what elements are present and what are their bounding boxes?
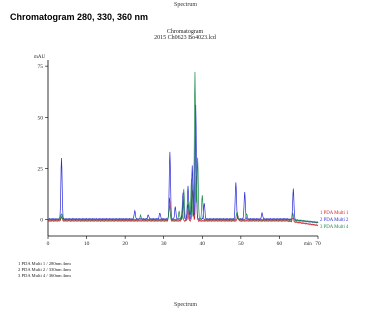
plot-title: Chromatogram 2015 Ch0623 Bo4023.lcd <box>120 29 250 41</box>
y-tick-label: 25 <box>38 166 44 172</box>
series-label: 3 PDA Multi 4 <box>320 225 349 230</box>
x-tick-label: 50 <box>238 241 244 247</box>
series-label: 2 PDA Multi 2 <box>320 218 349 223</box>
x-tick-label: 70 <box>315 241 321 247</box>
x-tick-label: 60 <box>277 241 283 247</box>
x-tick-label: 30 <box>161 241 167 247</box>
plot-title-line-1: Chromatogram <box>166 29 204 35</box>
x-tick-label: 0 <box>47 241 50 247</box>
x-tick-label: 10 <box>84 241 90 247</box>
page-header: Spectrum <box>174 2 197 8</box>
x-tick-label: 40 <box>200 241 206 247</box>
legend-row: 3 PDA Multi 4 / 360nm 4nm <box>18 272 71 278</box>
series-line <box>47 71 319 224</box>
y-tick-label: 0 <box>40 218 43 224</box>
series-line <box>47 176 319 227</box>
channel-legend: 1 PDA Multi 1 / 280nm 4nm 2 PDA Multi 2 … <box>18 261 71 278</box>
plot-title-line-2: 2015 Ch0623 Bo4023.lcd <box>154 35 216 41</box>
x-axis-label: min <box>304 242 312 247</box>
y-tick-label: 75 <box>38 64 44 70</box>
legend-row: 2 PDA Multi 2 / 330nm 4nm <box>18 266 71 272</box>
y-tick-label: 50 <box>38 115 44 121</box>
x-tick-label: 20 <box>122 241 128 247</box>
page-footer: Spectrum <box>174 302 197 308</box>
y-axis-label: mAU <box>34 55 46 60</box>
series-label: 1 PDA Multi 1 <box>320 211 349 216</box>
chromatogram-heading: Chromatogram 280, 330, 360 nm <box>10 12 149 22</box>
legend-row: 1 PDA Multi 1 / 280nm 4nm <box>18 261 71 266</box>
